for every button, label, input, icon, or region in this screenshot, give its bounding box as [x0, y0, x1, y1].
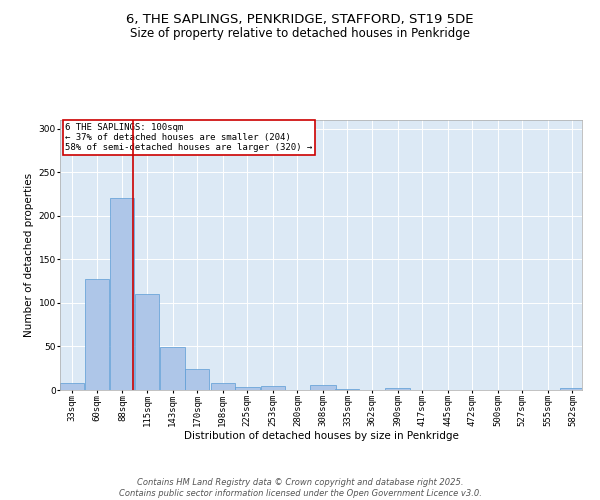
Bar: [310, 385, 336, 390]
Bar: [235, 386, 260, 390]
Bar: [160, 348, 185, 390]
Bar: [185, 369, 209, 390]
Bar: [211, 383, 235, 390]
Text: 6 THE SAPLINGS: 100sqm
← 37% of detached houses are smaller (204)
58% of semi-de: 6 THE SAPLINGS: 100sqm ← 37% of detached…: [65, 122, 313, 152]
Text: 6, THE SAPLINGS, PENKRIDGE, STAFFORD, ST19 5DE: 6, THE SAPLINGS, PENKRIDGE, STAFFORD, ST…: [126, 12, 474, 26]
Bar: [260, 386, 285, 390]
X-axis label: Distribution of detached houses by size in Penkridge: Distribution of detached houses by size …: [184, 430, 458, 440]
Text: Contains HM Land Registry data © Crown copyright and database right 2025.
Contai: Contains HM Land Registry data © Crown c…: [119, 478, 481, 498]
Bar: [110, 198, 134, 390]
Y-axis label: Number of detached properties: Number of detached properties: [25, 173, 34, 337]
Bar: [335, 389, 359, 390]
Bar: [135, 294, 159, 390]
Bar: [385, 388, 410, 390]
Text: Size of property relative to detached houses in Penkridge: Size of property relative to detached ho…: [130, 28, 470, 40]
Bar: [85, 280, 109, 390]
Bar: [60, 383, 85, 390]
Bar: [560, 388, 584, 390]
